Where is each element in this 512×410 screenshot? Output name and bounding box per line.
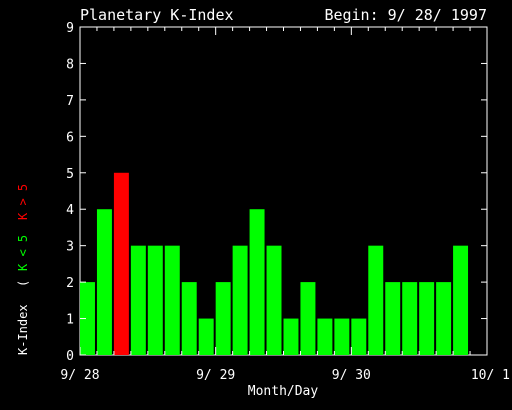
y-tick-label: 7 — [66, 94, 74, 109]
x-tick-label: 9/ 28 — [60, 368, 99, 383]
bar — [96, 209, 112, 355]
chart-title: Planetary K-Index — [80, 6, 234, 24]
y-axis-title-group: K-Index ( K < 5 K > 5 — [16, 184, 30, 355]
bar — [147, 245, 163, 355]
bar — [436, 282, 452, 355]
y-axis-ticks: 0 1 2 3 4 5 6 7 8 9 — [66, 21, 487, 364]
bar — [232, 245, 248, 355]
y-axis-label: K-Index — [16, 304, 30, 355]
bar — [283, 318, 299, 355]
legend-green-label: K < 5 — [16, 235, 30, 271]
y-tick-label: 1 — [66, 313, 74, 328]
y-tick-label: 9 — [66, 21, 74, 36]
x-tick-label: 9/ 30 — [332, 368, 371, 383]
bar — [215, 282, 231, 355]
y-tick-label: 0 — [66, 349, 74, 364]
bar — [419, 282, 435, 355]
bar — [402, 282, 418, 355]
bar — [181, 282, 197, 355]
bar — [368, 245, 384, 355]
bar — [164, 245, 180, 355]
y-tick-label: 2 — [66, 276, 74, 291]
legend-open-paren: ( — [16, 280, 30, 287]
bar — [453, 245, 469, 355]
bar — [317, 318, 333, 355]
y-tick-label: 3 — [66, 240, 74, 255]
bar — [249, 209, 265, 355]
bar — [385, 282, 401, 355]
y-tick-label: 8 — [66, 57, 74, 72]
x-tick-label: 9/ 29 — [196, 368, 235, 383]
bar — [113, 172, 129, 355]
y-tick-label: 4 — [66, 203, 74, 218]
bars-group — [80, 172, 469, 355]
bar — [130, 245, 146, 355]
bar — [198, 318, 214, 355]
y-tick-label: 5 — [66, 167, 74, 182]
bar — [351, 318, 367, 355]
bar — [334, 318, 350, 355]
x-axis-label: Month/Day — [248, 384, 319, 399]
bar — [80, 282, 95, 355]
y-tick-label: 6 — [66, 130, 74, 145]
begin-date-label: Begin: 9/ 28/ 1997 — [324, 6, 487, 24]
bar — [266, 245, 282, 355]
bar — [300, 282, 316, 355]
x-axis-ticks: 9/ 28 9/ 29 9/ 30 10/ 1 — [60, 27, 510, 383]
legend-red-label: K > 5 — [16, 184, 30, 220]
x-tick-label: 10/ 1 — [471, 368, 510, 383]
